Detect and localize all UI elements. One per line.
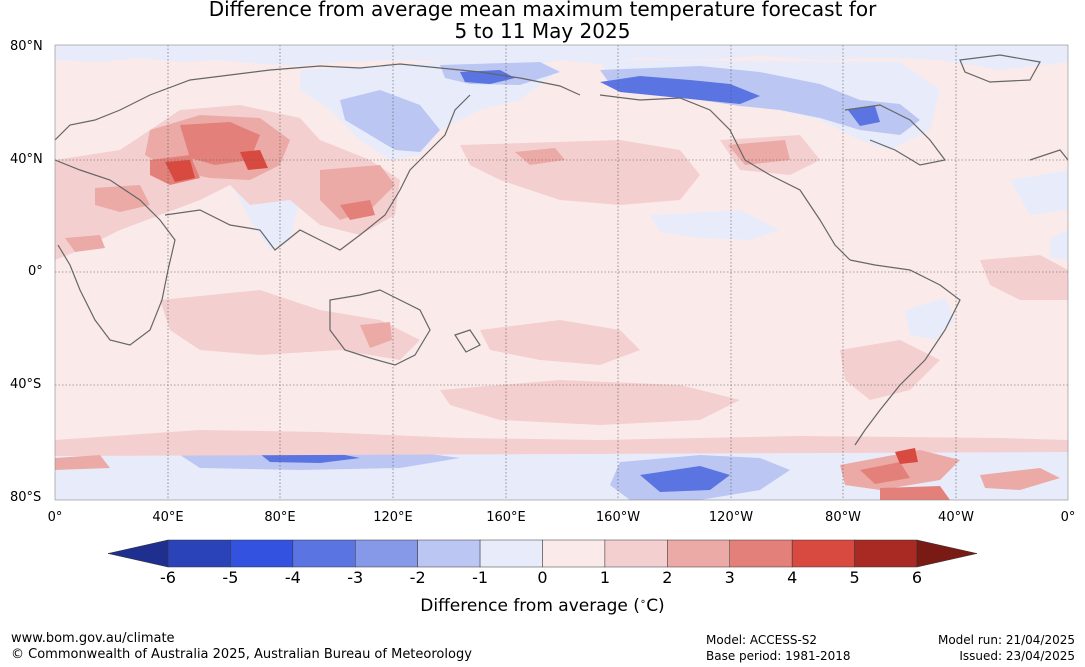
colorbar-label-unit: C): [646, 596, 665, 616]
colorbar-swatch: [791, 539, 855, 568]
colorbar-tick-label: 6: [911, 568, 923, 587]
lon-label-160e: 160°E: [486, 510, 526, 525]
colorbar-tick-label: -3: [347, 568, 364, 587]
colorbar: [107, 539, 978, 568]
lon-label-40e: 40°E: [152, 510, 184, 525]
graticule: [55, 45, 1068, 500]
lon-label-0-west: 0°: [47, 510, 63, 525]
colorbar-swatch: [729, 539, 793, 568]
map-title-line1: Difference from average mean maximum tem…: [208, 0, 877, 21]
colorbar-tick-label: 1: [599, 568, 610, 587]
lon-label-40w: 40°W: [938, 510, 974, 525]
footer-model-run: Model run: 21/04/2025: [937, 633, 1075, 647]
lat-label-40s: 40°S: [10, 377, 42, 392]
colorbar-swatch: [355, 539, 418, 568]
colorbar-swatch: [230, 539, 294, 568]
footer-issued: Issued: 23/04/2025: [959, 649, 1075, 663]
warm-hot-regions: [165, 150, 918, 464]
colorbar-tick-label: 0: [537, 568, 548, 587]
lon-label-0-east: 0°: [1060, 510, 1076, 525]
footer-website: www.bom.gov.au/climate: [11, 631, 175, 646]
colorbar-extend-low: [107, 539, 169, 568]
colorbar-tick-label: -2: [409, 568, 426, 587]
colorbar-swatch: [479, 539, 543, 568]
colorbar-tick-label: 3: [724, 568, 735, 587]
lat-label-80s: 80°S: [10, 490, 42, 505]
colorbar-label-text: Difference from average (: [420, 596, 640, 616]
lon-label-160w: 160°W: [595, 510, 641, 525]
map-title-line2: 5 to 11 May 2025: [454, 19, 631, 43]
colorbar-swatch: [167, 539, 231, 568]
colorbar-swatch: [604, 539, 668, 568]
lon-label-120w: 120°W: [708, 510, 754, 525]
lat-label-80n: 80°N: [10, 39, 43, 54]
colorbar-tick-label: 4: [787, 568, 798, 587]
colorbar-tick-label: -5: [222, 568, 239, 587]
colorbar-swatch: [417, 539, 481, 568]
lon-label-120e: 120°E: [373, 510, 413, 525]
colorbar-swatch: [667, 539, 730, 568]
colorbar-extend-high: [916, 539, 978, 568]
map-frame: [54, 44, 1069, 501]
colorbar-swatch: [854, 539, 918, 568]
colorbar-tick-label: -1: [472, 568, 489, 587]
colorbar-tick-label: 5: [849, 568, 860, 587]
lon-label-80w: 80°W: [825, 510, 861, 525]
lon-label-80e: 80°E: [264, 510, 296, 525]
colorbar-swatch: [542, 539, 606, 568]
footer-base-period: Base period: 1981-2018: [706, 649, 851, 663]
colorbar-tick-label: -6: [160, 568, 176, 587]
lat-label-40n: 40°N: [10, 152, 43, 167]
footer-copyright: © Commonwealth of Australia 2025, Austra…: [11, 647, 472, 662]
map-panel: [55, 45, 1068, 500]
lat-label-0: 0°: [28, 264, 43, 279]
colorbar-swatch: [292, 539, 356, 568]
colorbar-label: Difference from average (∘C): [420, 596, 665, 616]
colorbar-tick-label: 2: [662, 568, 673, 587]
footer-model: Model: ACCESS-S2: [706, 633, 818, 647]
colorbar-tick-label: -4: [284, 568, 301, 587]
